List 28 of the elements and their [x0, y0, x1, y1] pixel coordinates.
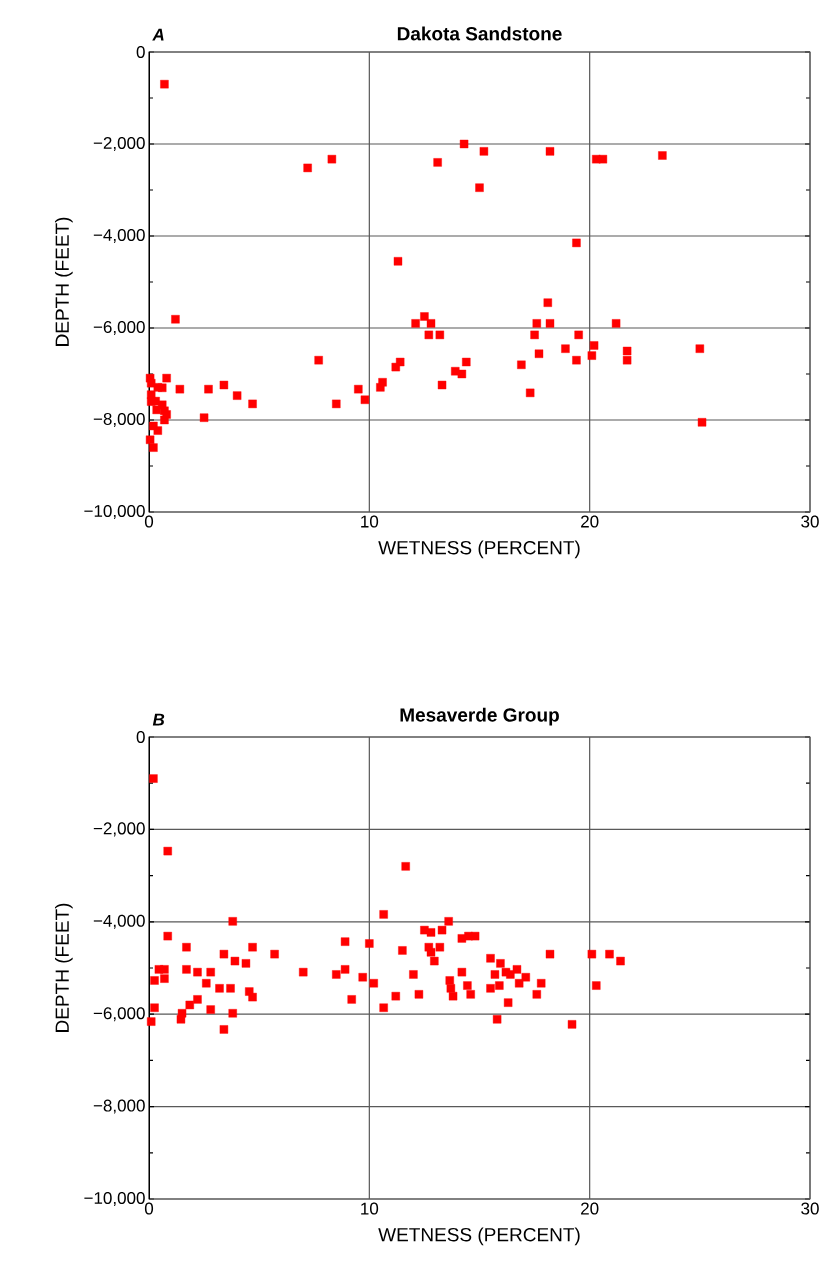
- y-tick-label: −4,000: [93, 914, 145, 929]
- y-tick-label: −4,000: [93, 228, 145, 244]
- y-tick-label: −6,000: [93, 320, 145, 336]
- y-tick-label: 0: [136, 45, 145, 59]
- x-tick-label: 0: [144, 515, 154, 528]
- x-tick-label: 20: [581, 1202, 599, 1215]
- y-axis-title: DEPTH (FEET): [54, 903, 73, 1032]
- text: B: [152, 713, 165, 726]
- chart-title: Dakota Sandstone: [397, 26, 562, 41]
- x-axis-title: WETNESS (PERCENT): [378, 540, 580, 559]
- y-tick-label: −10,000: [84, 1191, 145, 1207]
- y-tick-label: −2,000: [93, 136, 145, 152]
- y-tick-label: −10,000: [84, 504, 145, 520]
- x-tick-label: 10: [361, 515, 379, 528]
- x-tick-label: 20: [581, 515, 599, 528]
- y-axis-title: DEPTH (FEET): [54, 217, 73, 346]
- y-tick-label: 0: [136, 730, 145, 744]
- y-tick-label: −2,000: [93, 822, 145, 837]
- chart-title: Mesaverde Group: [400, 707, 559, 726]
- x-tick-label: 30: [801, 1202, 819, 1215]
- x-tick-label: 10: [361, 1202, 379, 1215]
- y-tick-label: −8,000: [93, 1099, 145, 1114]
- y-tick-label: −8,000: [93, 412, 145, 428]
- text: A: [152, 28, 164, 41]
- x-tick-label: 30: [801, 515, 819, 528]
- x-tick-label: 0: [144, 1202, 154, 1215]
- y-tick-label: −6,000: [93, 1007, 145, 1022]
- x-axis-title: WETNESS (PERCENT): [378, 1227, 580, 1246]
